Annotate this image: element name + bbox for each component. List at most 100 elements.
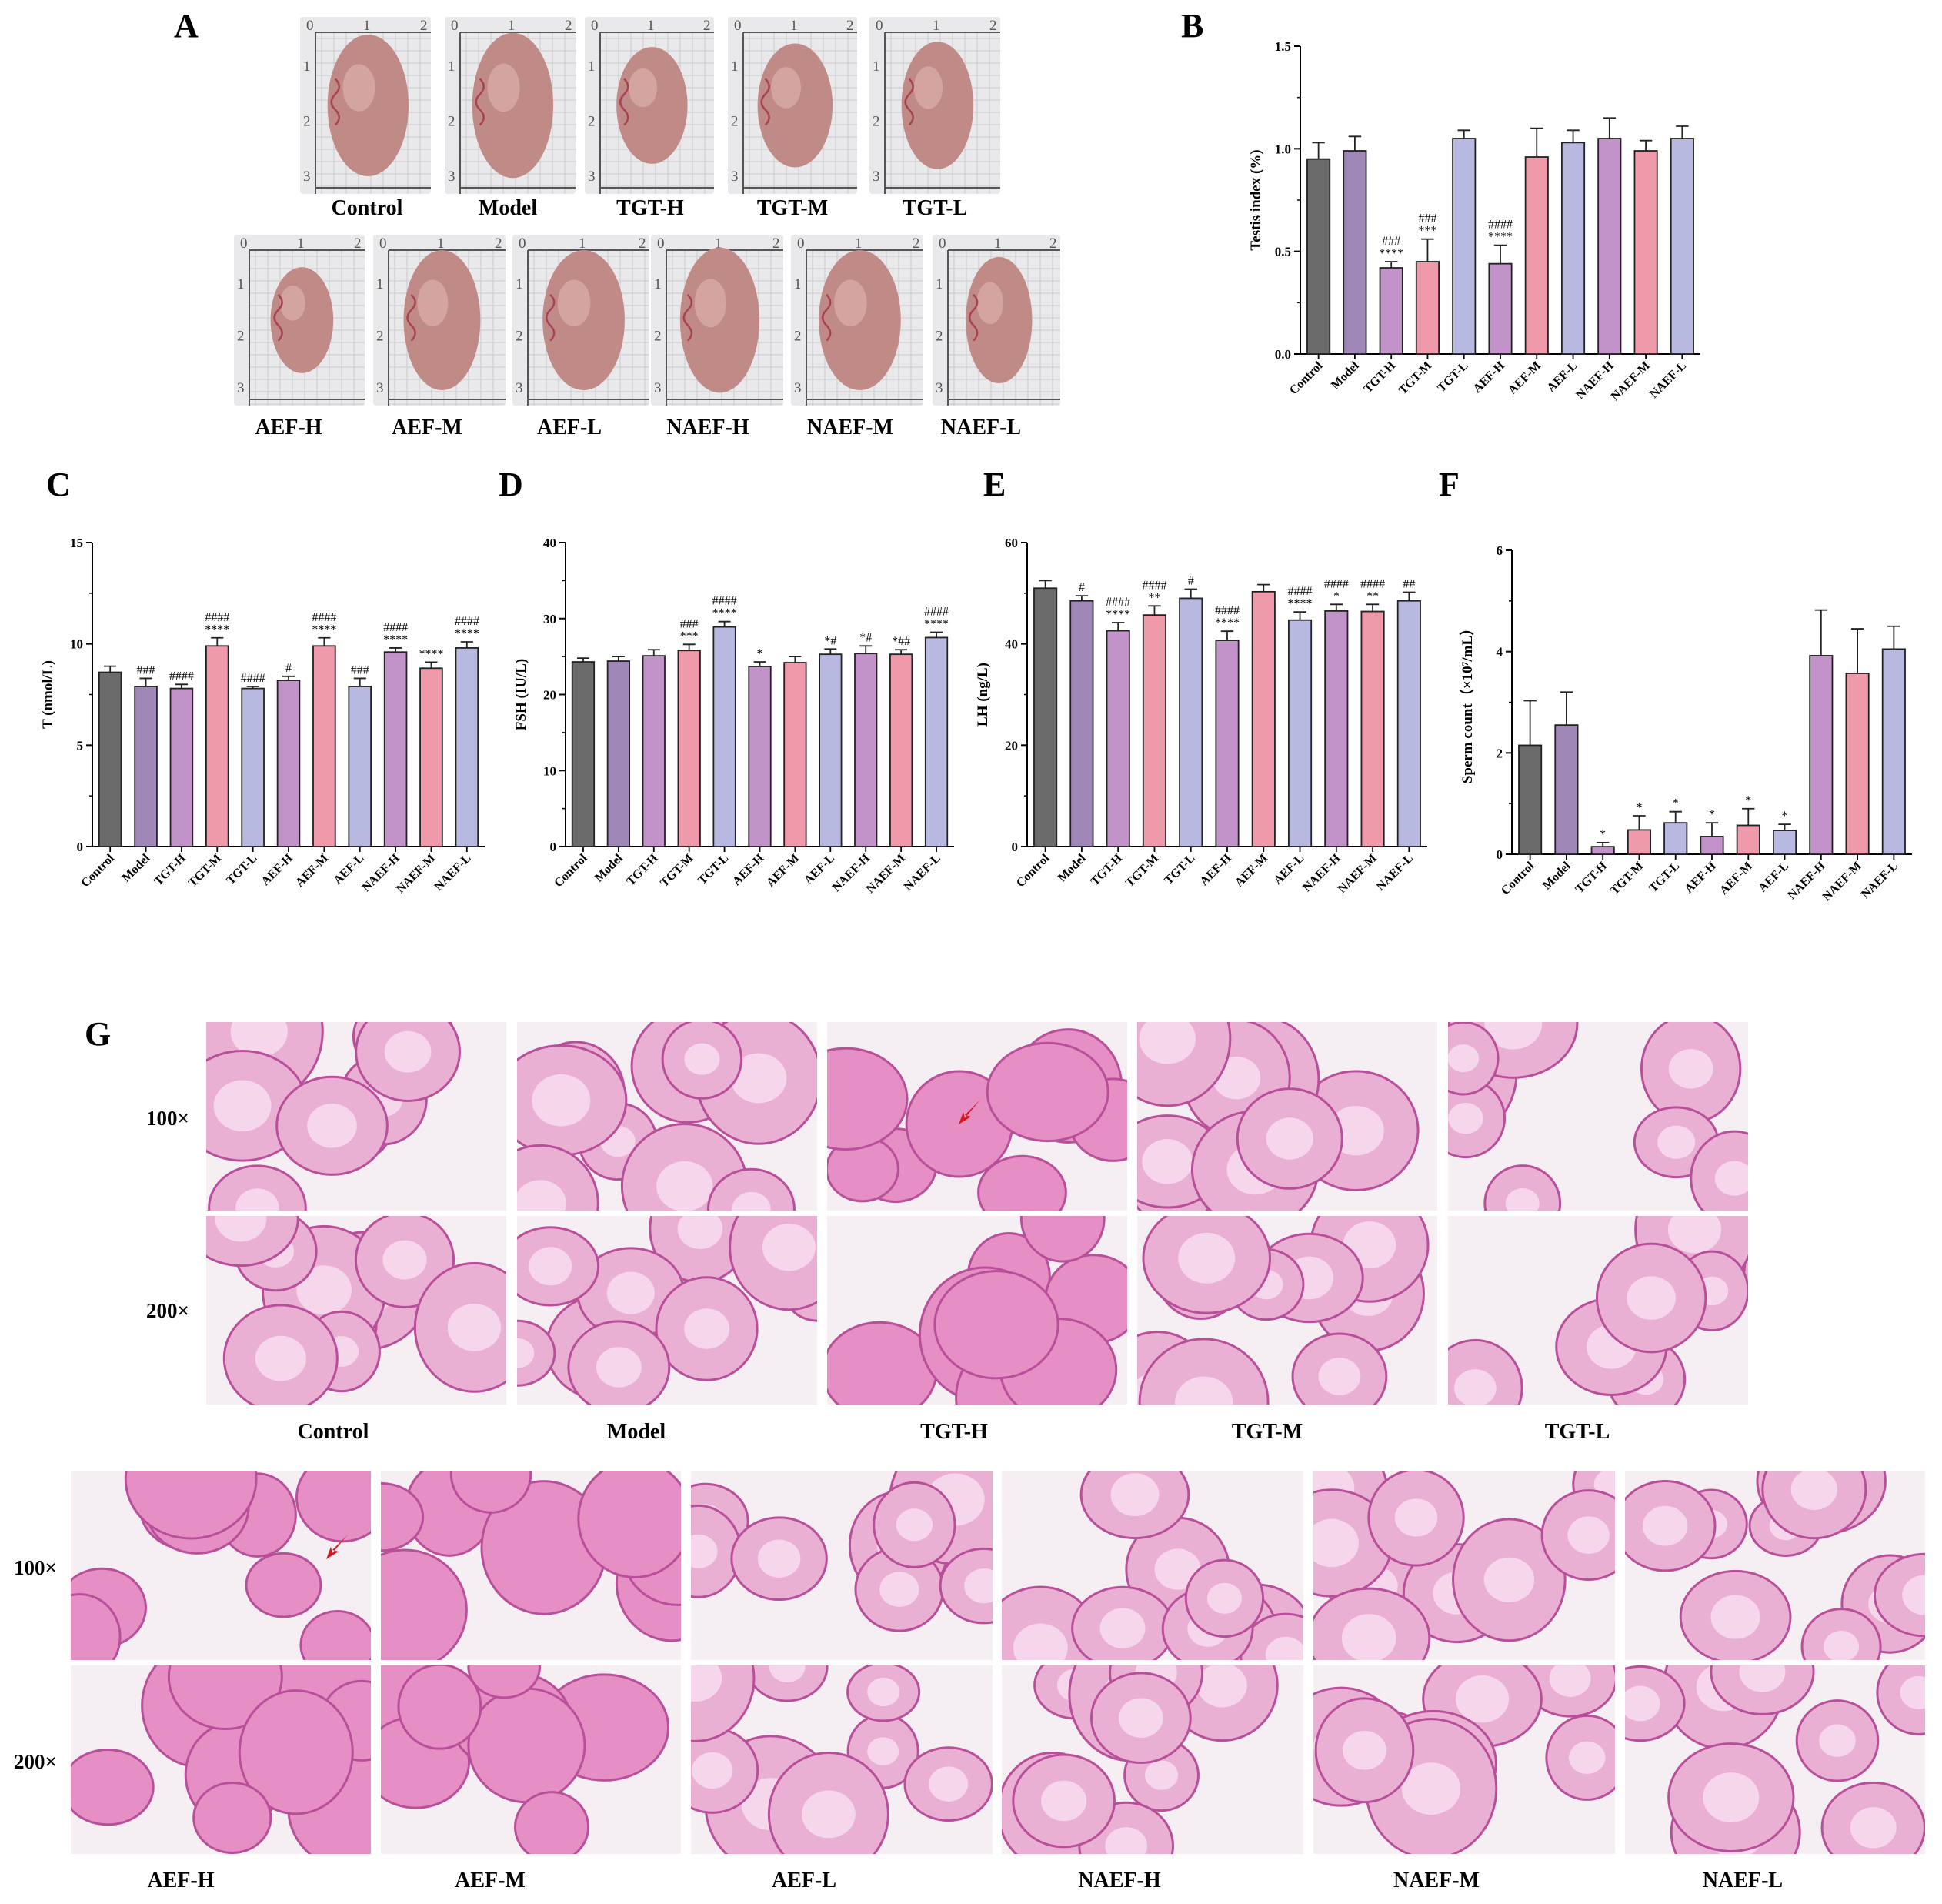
tubule-lumen [867,1677,900,1707]
testis-vessel [682,293,693,342]
x-tick-label: TGT-H [624,851,661,888]
y-axis-label: Testis index (%) [1248,149,1264,250]
significance-lower: * [1600,828,1606,841]
histology-drawing [1625,1471,1925,1660]
bar-naef-l [924,636,949,847]
testis-highlight [280,285,305,321]
y-tick-label: 4 [1497,645,1503,660]
bar-aef-h [748,666,772,847]
ruler-number: 3 [794,380,802,396]
testis-vessel [904,78,914,126]
histology-image [1625,1471,1925,1660]
significance-lower: # [1188,575,1194,588]
significance-lower: *# [859,631,872,644]
bar-aef-m [1736,824,1760,855]
y-axis-label: FSH (IU/L) [513,659,529,730]
histology-image [827,1022,1127,1211]
tubule-lumen [1625,1685,1660,1722]
x-tick-label: NAEF-L [432,852,474,894]
photo-caption: TGT-L [902,196,968,220]
bar-aef-m [312,645,336,847]
tubule-lumen [867,1737,899,1765]
x-tick-label: AEF-L [1756,860,1791,895]
testis-photo: 0 1 2 1 2 3 [234,235,365,406]
ruler-number: 2 [516,329,523,345]
tubule-lumen [692,1752,733,1789]
tubule-lumen [802,1790,856,1839]
significance-lower: #### [169,670,194,683]
histology-drawing [1448,1216,1748,1405]
ruler-number: 0 [451,18,459,34]
histology-image [517,1216,817,1405]
tubule-lumen [532,1074,591,1127]
x-tick-label: AEF-L [332,852,367,887]
histology-caption: TGT-L [1544,1420,1610,1444]
testis-photo: 0 1 2 1 2 3 [869,17,1000,194]
panel-f-letter: F [1439,466,1460,503]
y-tick-label: 0 [1012,840,1019,854]
histology-drawing [206,1216,506,1405]
panel-c-letter: C [46,466,71,503]
bar-naef-h [1809,655,1834,855]
red-arrow-icon [326,1535,348,1559]
significance-lower: ### [137,663,155,676]
x-tick-label: Model [592,851,626,884]
tubule-lumen [896,1508,933,1542]
y-tick-label: 0 [77,840,84,854]
x-tick-label: TGT-L [224,852,259,887]
tubule-lumen [1178,1232,1236,1284]
significance-lower: *# [824,634,836,647]
testis-vessel [273,293,283,342]
testis-vessel [545,293,556,342]
bar-aef-h [1215,640,1240,847]
y-tick-label: 10 [70,637,83,652]
x-tick-label: AEF-H [1471,359,1508,396]
photo-caption: AEF-H [255,416,322,439]
histology-caption: AEF-H [147,1869,215,1892]
ruler-number: 2 [936,329,943,345]
ruler-number: 2 [873,113,880,129]
bar-tgt-l [1179,597,1203,847]
tubule-lumen [1483,1557,1535,1602]
panel-e-letter: E [983,466,1006,503]
testis-photo-drawing: 0 1 2 1 2 3 [585,17,714,194]
tubule [1019,1216,1106,1263]
bar-naef-h [1597,138,1622,355]
x-tick-label: TGT-M [1396,359,1434,397]
tubule-lumen [1850,1807,1897,1849]
significance-lower: * [1636,801,1642,814]
tubule [208,1164,307,1211]
tubule [397,1665,482,1750]
testis-photo-drawing: 0 1 2 1 2 3 [445,17,576,194]
tubule-lumen [1175,1376,1233,1405]
significance-lower: ** [1366,590,1379,603]
x-tick-label: TGT-H [1089,851,1126,888]
x-tick-label: TGT-L [1162,852,1197,887]
histology-image [691,1471,993,1660]
histology-caption: AEF-L [772,1869,836,1892]
significance-lower: # [1079,581,1085,594]
significance-lower: **** [205,623,229,636]
significance-lower: **** [383,633,408,646]
bar-naef-h [854,653,878,847]
x-tick-label: NAEF-M [1820,860,1864,904]
tubule-lumen [213,1080,272,1132]
histology-drawing [1002,1665,1303,1854]
histology-caption: AEF-M [455,1869,526,1892]
testis-photo-drawing: 0 1 2 1 2 3 [933,235,1060,406]
y-tick-label: 10 [543,763,556,778]
y-tick-label: 0.0 [1275,347,1291,362]
testis-highlight [913,66,943,109]
ruler-number: 1 [448,58,455,75]
x-tick-label: TGT-L [1435,359,1470,395]
x-tick-label: AEF-L [1271,852,1306,887]
histology-drawing [206,1022,506,1211]
bar-naef-m [1633,150,1658,355]
x-tick-label: TGT-H [152,851,189,888]
testis-photo-drawing: 0 1 2 1 2 3 [512,235,649,406]
red-arrow-icon [959,1100,980,1124]
tubule-lumen [1041,1780,1087,1822]
testis-vessel [475,78,485,126]
testis-shape [901,42,974,169]
